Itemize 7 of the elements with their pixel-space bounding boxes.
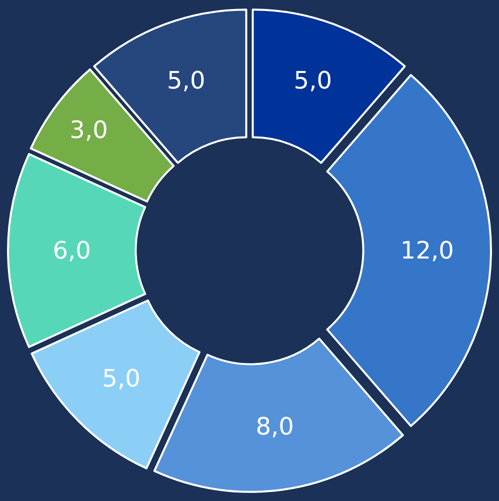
- data-label: 8,0: [256, 412, 294, 440]
- data-label: 12,0: [400, 236, 454, 264]
- data-label: 6,0: [52, 236, 91, 264]
- data-label: 5,0: [167, 66, 206, 95]
- data-label: 3,0: [70, 116, 108, 144]
- data-label: 5,0: [294, 66, 332, 95]
- data-label: 5,0: [102, 364, 140, 393]
